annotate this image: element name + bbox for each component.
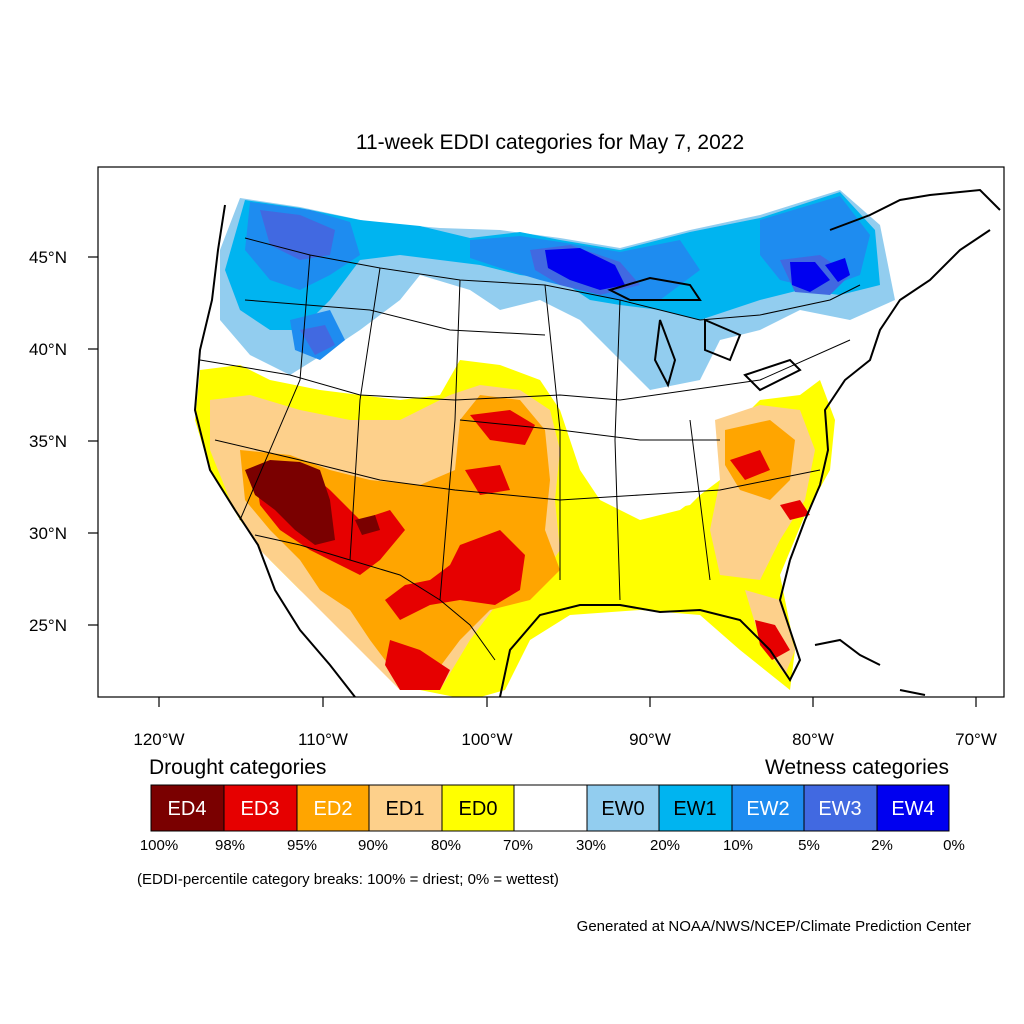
- lat-label: 45°N: [29, 248, 67, 267]
- legend-label-ed0: ED0: [459, 798, 498, 820]
- legend-colorbar: [150, 784, 950, 832]
- state-line-6: [199, 339, 851, 401]
- legend-box-ed0: [441, 784, 515, 832]
- legend-label-ew4: EW4: [891, 798, 934, 820]
- legend-box-normal: [513, 784, 588, 832]
- state-line-8: [459, 419, 720, 441]
- lon-label: 100°W: [461, 730, 512, 749]
- legend-label-ew0: EW0: [601, 798, 644, 820]
- near-normal-southeast: [575, 405, 720, 515]
- legend-box-ew4: [876, 784, 950, 832]
- legend-break: 70%: [503, 837, 533, 854]
- legend-breaks: 100% 98% 95% 90% 80% 70% 30% 20% 10% 5% …: [140, 837, 965, 854]
- legend-break: 30%: [576, 837, 606, 854]
- state-line-1: [239, 254, 311, 521]
- pacific-coastline: [193, 204, 356, 697]
- lon-label: 120°W: [133, 730, 184, 749]
- legend-box-ed4: [150, 784, 225, 832]
- state-line-2: [349, 267, 381, 561]
- drought-categories-heading: Drought categories: [149, 756, 327, 779]
- wet-ew3-region: [260, 210, 850, 355]
- legend-label-ew3: EW3: [818, 798, 861, 820]
- legend-label-ed3: ED3: [241, 798, 280, 820]
- legend-break: 98%: [215, 837, 245, 854]
- lon-label: 70°W: [955, 730, 997, 749]
- legend-box-ew3: [803, 784, 878, 832]
- legend-break: 10%: [723, 837, 753, 854]
- gulf-coastline: [499, 559, 802, 697]
- lat-label: 30°N: [29, 524, 67, 543]
- state-line-10: [244, 299, 546, 336]
- legend-box-ew1: [658, 784, 733, 832]
- legend-break: 95%: [287, 837, 317, 854]
- caribbean-islands: [814, 638, 926, 696]
- canada-coastline: [829, 188, 1001, 231]
- lon-label: 110°W: [298, 730, 348, 749]
- legend-label-ew2: EW2: [746, 798, 789, 820]
- lon-label: 80°W: [792, 730, 834, 749]
- legend-break: 20%: [650, 837, 680, 854]
- state-line-3: [439, 279, 461, 601]
- boundary-lines: [199, 237, 861, 661]
- lon-label: 90°W: [629, 730, 671, 749]
- dry-ed4-region: [245, 460, 380, 545]
- legend-label-ed4: ED4: [168, 798, 207, 820]
- map-frame: [97, 166, 1005, 698]
- lat-label: 40°N: [29, 340, 67, 359]
- legend-label-ew1: EW1: [673, 798, 716, 820]
- map-title: 11-week EDDI categories for May 7, 2022: [355, 131, 745, 154]
- legend-break: 2%: [871, 837, 893, 854]
- map-fill-layer: [195, 190, 895, 697]
- wetness-categories-heading: Wetness categories: [764, 756, 949, 779]
- latitude-axis: [88, 256, 98, 626]
- dry-ed2-region: [240, 395, 795, 680]
- state-line-9: [689, 419, 711, 581]
- canada-us-border: [244, 237, 861, 321]
- state-line-7: [214, 439, 821, 501]
- lat-label: 35°N: [29, 432, 67, 451]
- legend-box-ed1: [368, 784, 443, 832]
- credit-line: Generated at NOAA/NWS/NCEP/Climate Predi…: [576, 918, 971, 935]
- legend-break: 5%: [798, 837, 820, 854]
- legend-break: 0%: [943, 837, 965, 854]
- lat-label: 25°N: [29, 616, 67, 635]
- legend-label-ed1: ED1: [386, 798, 425, 820]
- atlantic-coastline: [789, 229, 991, 561]
- legend-break: 100%: [140, 837, 178, 854]
- legend-label-ed2: ED2: [314, 798, 353, 820]
- dry-ed3-region: [255, 410, 810, 690]
- great-lakes-outline: [607, 276, 802, 392]
- category-breaks-note: (EDDI-percentile category breaks: 100% =…: [137, 871, 559, 888]
- legend-break: 80%: [431, 837, 461, 854]
- legend-break: 90%: [358, 837, 388, 854]
- state-line-5: [614, 299, 621, 601]
- wet-ew4-region: [545, 248, 850, 292]
- coastlines: [193, 188, 1001, 697]
- mexico-us-border: [254, 534, 496, 661]
- longitude-axis: [158, 697, 977, 707]
